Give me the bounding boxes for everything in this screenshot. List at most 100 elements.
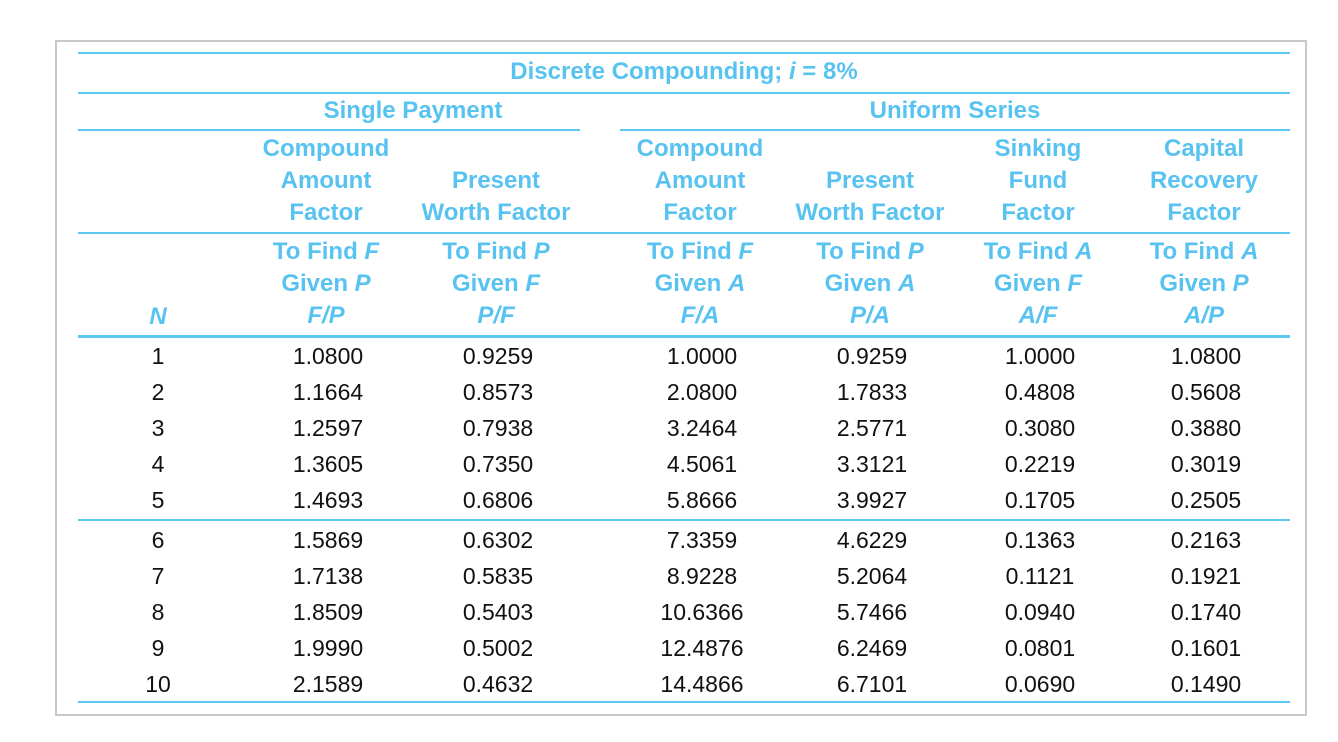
table-cell: 7.3359 <box>666 527 738 553</box>
given-label: Given A <box>824 270 916 297</box>
column-name-line: Factor <box>289 199 363 226</box>
table-cell: 3.9927 <box>836 487 908 513</box>
rule-under-header <box>78 335 1290 338</box>
table-frame <box>55 40 1307 716</box>
column-name-line: Worth Factor <box>795 199 945 226</box>
table-cell: 0.8573 <box>462 379 534 405</box>
row-n: 7 <box>151 563 165 589</box>
column-5-name: Sinking Fund Factor <box>948 133 1128 229</box>
column-1-name: Compound Amount Factor <box>236 133 416 229</box>
column-6-formula: To Find A Given P A/P <box>1114 236 1294 332</box>
column-name-line: Present <box>451 167 541 194</box>
table-cell: 6.2469 <box>836 635 908 661</box>
column-3-name: Compound Amount Factor <box>610 133 790 229</box>
table-cell: 4.6229 <box>836 527 908 553</box>
table-cell: 0.6806 <box>462 487 534 513</box>
given-label: Given F <box>451 270 541 297</box>
find-variable: P <box>533 238 550 265</box>
table-cell: 4.5061 <box>666 451 738 477</box>
table-cell: 1.0800 <box>292 343 364 369</box>
group-uniform-series: Uniform Series <box>869 97 1041 124</box>
to-find-label: To Find P <box>442 238 550 265</box>
column-name-line: Factor <box>1001 199 1075 226</box>
table-cell: 0.1363 <box>1004 527 1076 553</box>
factor-symbol: P/F <box>477 302 515 329</box>
table-cell: 6.7101 <box>836 671 908 697</box>
table-cell: 12.4876 <box>660 635 744 661</box>
table-cell: 1.3605 <box>292 451 364 477</box>
table-cell: 0.7938 <box>462 415 534 441</box>
given-label: Given F <box>993 270 1083 297</box>
given-variable: F <box>525 270 541 297</box>
table-cell: 0.1490 <box>1170 671 1242 697</box>
table-cell: 0.2219 <box>1004 451 1076 477</box>
given-variable: A <box>728 270 746 297</box>
table-cell: 0.7350 <box>462 451 534 477</box>
column-name-line: Present <box>825 167 915 194</box>
table-cell: 14.4866 <box>660 671 744 697</box>
table-cell: 2.1589 <box>292 671 364 697</box>
row-n: 3 <box>151 415 165 441</box>
table-cell: 5.7466 <box>836 599 908 625</box>
column-3-formula: To Find F Given A F/A <box>610 236 790 332</box>
find-variable: F <box>738 238 754 265</box>
table-cell: 3.3121 <box>836 451 908 477</box>
row-n: 6 <box>151 527 165 553</box>
given-variable: P <box>1232 270 1249 297</box>
table-cell: 0.3080 <box>1004 415 1076 441</box>
table-cell: 1.0000 <box>1004 343 1076 369</box>
table-cell: 1.1664 <box>292 379 364 405</box>
n-column-header: N <box>149 303 167 330</box>
table-cell: 0.5002 <box>462 635 534 661</box>
column-name-line: Compound <box>636 135 764 162</box>
table-cell: 0.2505 <box>1170 487 1242 513</box>
find-variable: A <box>1075 238 1093 265</box>
table-cell: 0.9259 <box>462 343 534 369</box>
table-cell: 5.8666 <box>666 487 738 513</box>
rule-under-title <box>78 92 1290 94</box>
to-find-label: To Find A <box>1149 238 1259 265</box>
table-cell: 2.0800 <box>666 379 738 405</box>
row-n: 4 <box>151 451 165 477</box>
table-cell: 0.3019 <box>1170 451 1242 477</box>
table-cell: 1.9990 <box>292 635 364 661</box>
table-cell: 0.0940 <box>1004 599 1076 625</box>
table-cell: 1.2597 <box>292 415 364 441</box>
to-find-label: To Find A <box>983 238 1093 265</box>
table-cell: 0.0690 <box>1004 671 1076 697</box>
table-cell: 0.4632 <box>462 671 534 697</box>
row-n: 5 <box>151 487 165 513</box>
table-cell: 0.0801 <box>1004 635 1076 661</box>
rule-under-uniform-series <box>620 129 1290 131</box>
rule-under-single-payment <box>78 129 580 131</box>
table-cell: 1.5869 <box>292 527 364 553</box>
table-cell: 0.1740 <box>1170 599 1242 625</box>
find-variable: F <box>364 238 380 265</box>
table-cell: 3.2464 <box>666 415 738 441</box>
column-1-formula: To Find F Given P F/P <box>236 236 416 332</box>
to-find-label: To Find P <box>816 238 924 265</box>
column-name-line: Amount <box>654 167 746 194</box>
table-cell: 1.7833 <box>836 379 908 405</box>
table-cell: 2.5771 <box>836 415 908 441</box>
column-name-line: Sinking <box>994 135 1082 162</box>
rule-bottom <box>78 701 1290 703</box>
table-cell: 1.7138 <box>292 563 364 589</box>
find-variable: P <box>907 238 924 265</box>
table-title: Discrete Compounding; i = 8% <box>510 58 858 85</box>
given-label: Given P <box>1159 270 1249 297</box>
rule-after-row-5 <box>78 519 1290 521</box>
column-2-formula: To Find P Given F P/F <box>406 236 586 332</box>
group-single-payment: Single Payment <box>323 97 503 124</box>
table-cell: 0.9259 <box>836 343 908 369</box>
column-2-name: Present Worth Factor <box>406 165 586 229</box>
factor-symbol: A/P <box>1183 302 1224 329</box>
row-n: 8 <box>151 599 165 625</box>
given-label: Given P <box>281 270 371 297</box>
column-name-line: Recovery <box>1149 167 1259 194</box>
to-find-label: To Find F <box>646 238 754 265</box>
table-cell: 10.6366 <box>660 599 744 625</box>
column-4-formula: To Find P Given A P/A <box>780 236 960 332</box>
table-cell: 8.9228 <box>666 563 738 589</box>
column-4-name: Present Worth Factor <box>780 165 960 229</box>
